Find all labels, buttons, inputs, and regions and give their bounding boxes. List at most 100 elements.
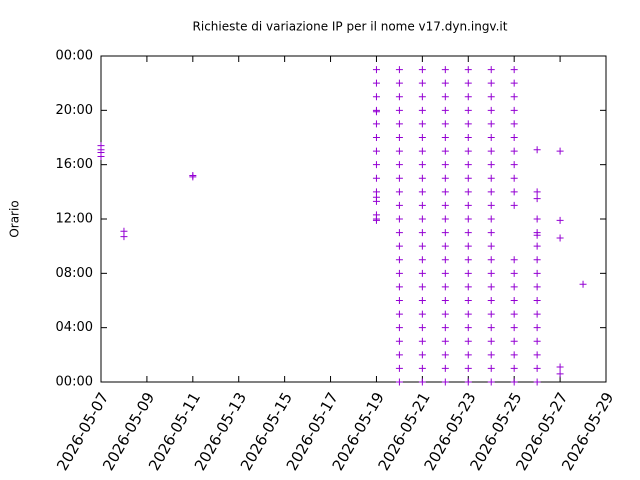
y-tick-label: 12:00 (56, 212, 93, 227)
point (487, 269, 495, 277)
point (533, 215, 541, 223)
point (533, 324, 541, 332)
point (510, 174, 518, 182)
point (395, 147, 403, 155)
point (464, 79, 472, 87)
y-tick-label: 04:00 (56, 320, 93, 335)
point (395, 161, 403, 169)
point (487, 66, 495, 74)
point (418, 147, 426, 155)
point (487, 229, 495, 237)
point (395, 106, 403, 114)
point (510, 79, 518, 87)
point (464, 106, 472, 114)
point (441, 174, 449, 182)
point (418, 269, 426, 277)
point (395, 120, 403, 128)
point (487, 378, 495, 386)
point (395, 269, 403, 277)
point (372, 147, 380, 155)
point (464, 134, 472, 141)
point (418, 351, 426, 359)
point (510, 283, 518, 291)
point (464, 364, 472, 372)
point (487, 256, 495, 264)
point (372, 161, 380, 169)
point (372, 216, 380, 224)
point (372, 174, 380, 182)
point (441, 242, 449, 250)
point (510, 364, 518, 372)
point (395, 174, 403, 182)
point (395, 283, 403, 291)
point (487, 324, 495, 332)
y-axis-label: Orario (8, 200, 22, 237)
point (418, 134, 426, 141)
point (464, 188, 472, 196)
point (395, 134, 403, 141)
point (533, 256, 541, 264)
point (418, 242, 426, 250)
point (120, 233, 128, 241)
point (395, 324, 403, 332)
point (189, 173, 197, 181)
point (464, 324, 472, 332)
point (464, 337, 472, 345)
point (510, 256, 518, 264)
point (533, 378, 541, 386)
point (510, 201, 518, 209)
point (441, 106, 449, 114)
point (464, 242, 472, 250)
point (418, 161, 426, 169)
point (441, 215, 449, 223)
point (464, 310, 472, 318)
point (441, 161, 449, 169)
point (556, 363, 564, 371)
point (395, 337, 403, 345)
point (487, 297, 495, 304)
point (395, 229, 403, 237)
point (533, 337, 541, 345)
point (441, 120, 449, 128)
point (395, 242, 403, 250)
point (441, 201, 449, 209)
point (464, 161, 472, 169)
point (464, 120, 472, 128)
point (395, 215, 403, 223)
point (372, 197, 380, 205)
point (441, 310, 449, 318)
point (372, 134, 380, 141)
point (487, 201, 495, 209)
point (418, 93, 426, 101)
point (395, 310, 403, 318)
point (395, 79, 403, 87)
point (579, 280, 587, 288)
point (395, 256, 403, 264)
point (487, 364, 495, 372)
point (510, 134, 518, 141)
point (464, 229, 472, 237)
point (487, 337, 495, 345)
point (441, 134, 449, 141)
point (487, 134, 495, 141)
point (441, 256, 449, 264)
point (510, 106, 518, 114)
y-tick-label: 20:00 (56, 103, 93, 118)
point (441, 283, 449, 291)
point (418, 215, 426, 223)
point (464, 215, 472, 223)
point (510, 324, 518, 332)
point (464, 283, 472, 291)
point (533, 364, 541, 372)
point (441, 269, 449, 277)
point (441, 147, 449, 155)
point (556, 234, 564, 242)
point (418, 324, 426, 332)
point (487, 283, 495, 291)
point (464, 66, 472, 74)
point (464, 174, 472, 182)
point (97, 153, 105, 161)
point (395, 188, 403, 196)
point (418, 364, 426, 372)
point (441, 297, 449, 304)
